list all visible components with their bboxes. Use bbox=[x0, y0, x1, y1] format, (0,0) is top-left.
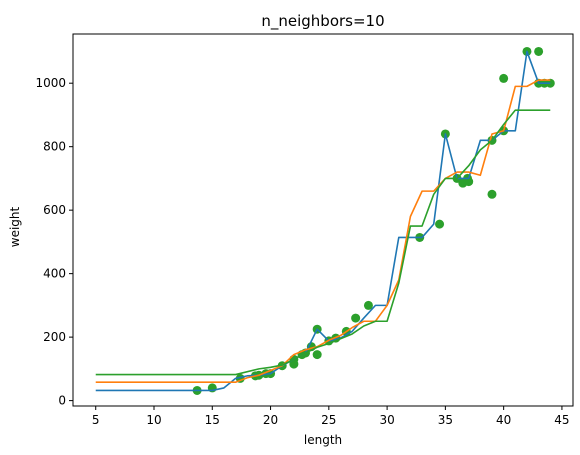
y-axis-title: weight bbox=[8, 206, 22, 247]
chart-title: n_neighbors=10 bbox=[261, 12, 384, 31]
x-tick-label: 15 bbox=[205, 413, 220, 427]
data-point bbox=[351, 313, 361, 323]
y-tick-label: 1000 bbox=[35, 76, 66, 90]
x-tick-label: 30 bbox=[379, 413, 394, 427]
data-point bbox=[534, 46, 544, 56]
series-line-3 bbox=[95, 109, 551, 376]
x-tick-label: 40 bbox=[496, 413, 511, 427]
data-point bbox=[312, 350, 322, 360]
y-tick-label: 0 bbox=[58, 394, 66, 408]
data-point bbox=[435, 219, 445, 229]
plot-area bbox=[95, 46, 555, 395]
series-line-1 bbox=[95, 50, 551, 392]
y-tick-label: 200 bbox=[43, 330, 66, 344]
axes: 5 10 15 20 25 30 35 40 45 0 200 400 600 800 1000 bbox=[35, 33, 574, 427]
data-point bbox=[487, 189, 497, 199]
series-line-2 bbox=[95, 79, 551, 383]
x-axis-title: length bbox=[304, 433, 342, 447]
x-tick-label: 45 bbox=[554, 413, 569, 427]
x-tick-label: 25 bbox=[321, 413, 336, 427]
x-tick-label: 5 bbox=[92, 413, 100, 427]
data-point bbox=[545, 78, 555, 88]
data-point bbox=[363, 300, 373, 310]
data-point bbox=[464, 177, 474, 187]
y-tick-label: 400 bbox=[43, 267, 66, 281]
data-point bbox=[499, 73, 509, 83]
plot-frame bbox=[72, 33, 574, 407]
x-tick-label: 20 bbox=[263, 413, 278, 427]
x-tick-label: 35 bbox=[438, 413, 453, 427]
y-tick-label: 800 bbox=[43, 140, 66, 154]
x-tick-label: 10 bbox=[146, 413, 161, 427]
y-tick-label: 600 bbox=[43, 203, 66, 217]
